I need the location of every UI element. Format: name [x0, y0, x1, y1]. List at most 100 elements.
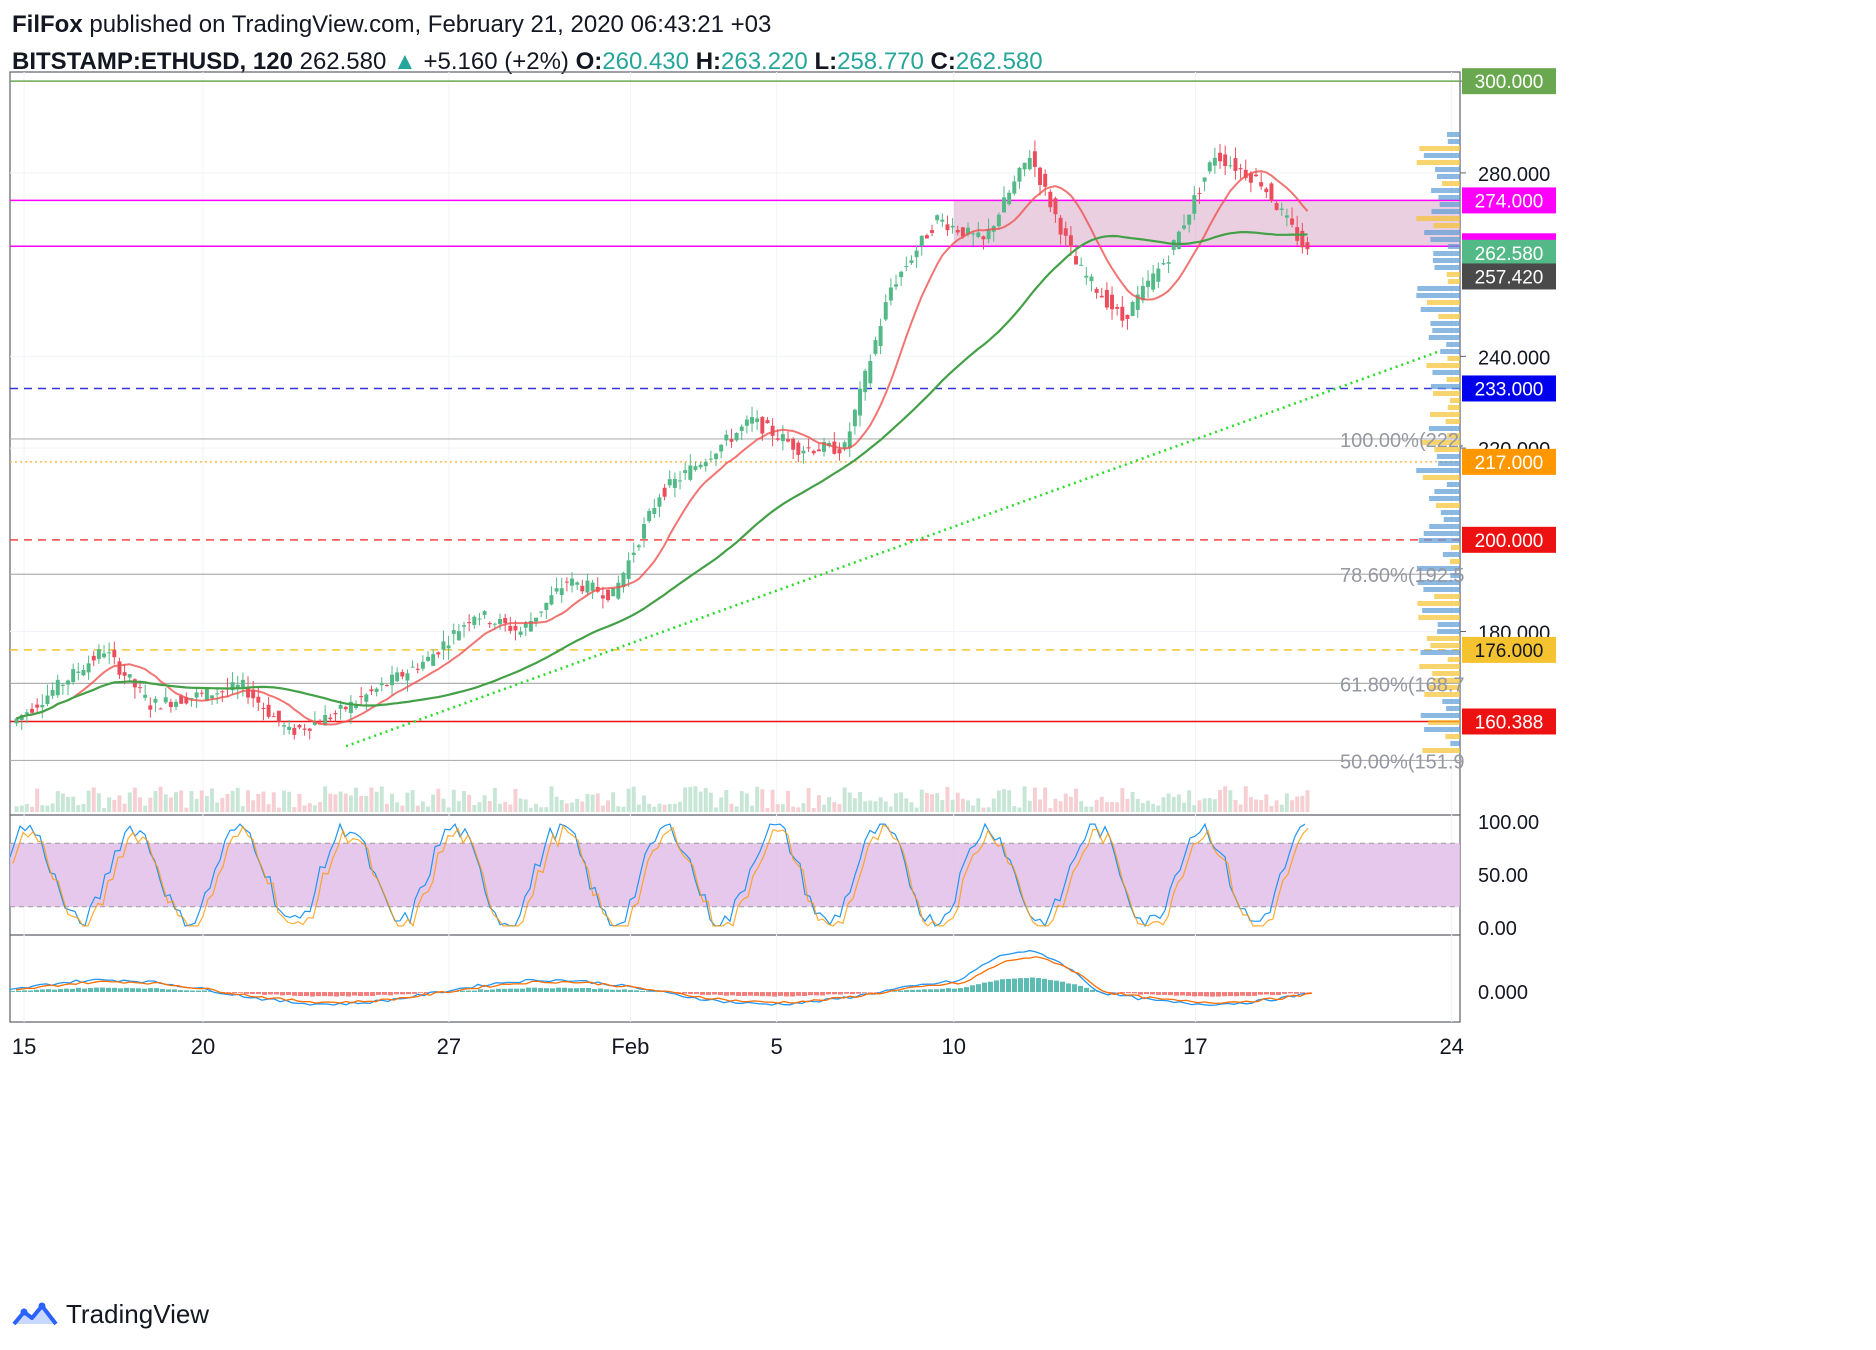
volume-bar: [1187, 790, 1192, 812]
chart-canvas[interactable]: 100.00%(222.78.60%(192.561.80%(168.750.0…: [0, 0, 1876, 1290]
candle-body: [1038, 167, 1043, 185]
volume-profile-bar: [1429, 524, 1460, 529]
volume-bar: [744, 793, 749, 812]
macd-histogram-bar: [748, 992, 753, 996]
time-tick-label: Feb: [611, 1034, 649, 1059]
macd-histogram-bar: [52, 989, 57, 992]
macd-histogram-bar: [646, 991, 651, 992]
candle-body: [1130, 301, 1135, 317]
low-label: L:: [814, 48, 838, 75]
candle-body: [1053, 198, 1058, 215]
volume-bar: [672, 803, 677, 812]
macd-histogram-bar: [700, 992, 705, 995]
volume-bar: [1212, 799, 1217, 812]
macd-histogram-bar: [94, 987, 99, 992]
macd-histogram-bar: [112, 987, 117, 992]
price-change: +5.160 (+2%): [423, 48, 569, 75]
volume-bar: [801, 803, 806, 812]
macd-histogram-bar: [556, 987, 561, 992]
volume-bar: [570, 802, 575, 812]
price-badge-bg: [1462, 68, 1556, 95]
macd-histogram-bar: [1108, 992, 1113, 994]
macd-histogram-bar: [820, 992, 825, 996]
macd-histogram-bar: [340, 992, 345, 996]
macd-histogram-bar: [526, 987, 531, 992]
macd-histogram-bar: [610, 989, 615, 992]
candle-body: [276, 710, 281, 723]
candle-body: [554, 588, 559, 592]
candle-body: [45, 695, 50, 705]
candle-body: [564, 581, 569, 583]
volume-bar: [811, 807, 816, 812]
volume-bar: [477, 802, 482, 812]
symbol-label[interactable]: BITSTAMP:ETHUSD, 120: [12, 48, 293, 75]
candle-body: [302, 728, 307, 730]
stochastic-pane: 100.00 50.00 0.00: [9, 812, 1539, 940]
price-badge-bg: [1462, 375, 1556, 402]
brand-name[interactable]: TradingView: [66, 1298, 210, 1329]
macd-line: [9, 949, 1307, 1007]
macd-histogram-bar: [1246, 992, 1251, 997]
volume-profile-bar: [1433, 223, 1460, 228]
candle-body: [667, 479, 672, 486]
macd-histogram-bar: [862, 992, 867, 993]
volume-bar: [631, 786, 636, 812]
volume-profile-bar: [1433, 251, 1460, 256]
candle-body: [868, 361, 873, 384]
volume-bar: [1043, 787, 1048, 812]
volume-bar: [1115, 802, 1120, 812]
volume-bar: [210, 788, 215, 812]
candle-body: [395, 672, 400, 682]
macd-histogram-bar: [268, 992, 273, 995]
volume-bar: [138, 797, 143, 812]
volume-bar: [1007, 790, 1012, 812]
volume-bar: [24, 803, 29, 812]
volume-bar: [420, 801, 425, 812]
author-name[interactable]: FilFox: [12, 11, 83, 38]
candle-body: [194, 692, 199, 698]
macd-histogram-bar: [1150, 992, 1155, 995]
macd-histogram-bar: [346, 992, 351, 997]
candle-body: [734, 433, 739, 441]
volume-bar: [755, 786, 760, 812]
macd-histogram-bar: [16, 990, 21, 992]
volume-bar: [960, 798, 965, 812]
stochastic-tick-label: 0.00: [1478, 918, 1517, 940]
tradingview-logo-icon[interactable]: [12, 1300, 58, 1328]
volume-bar: [606, 800, 611, 812]
candle-body: [410, 666, 415, 668]
candle-body: [1120, 306, 1125, 321]
macd-histogram-bar: [766, 992, 771, 997]
volume-profile-bar: [1428, 335, 1460, 340]
volume-bar: [1192, 805, 1197, 812]
volume-bar: [693, 786, 698, 812]
volume-bar: [883, 801, 888, 812]
volume-profile-bar: [1417, 601, 1460, 606]
volume-bar: [374, 791, 379, 812]
macd-histogram-bar: [784, 992, 789, 997]
candle-body: [287, 726, 292, 731]
candle-body: [698, 464, 703, 468]
candle-body: [1146, 280, 1151, 287]
volume-bar: [148, 797, 153, 812]
macd-histogram-bar: [502, 988, 507, 992]
candle-body: [390, 674, 395, 686]
macd-histogram-bar: [1036, 978, 1041, 992]
volume-bar: [112, 799, 117, 812]
time-tick-label: 24: [1439, 1034, 1463, 1059]
macd-histogram-bar: [898, 990, 903, 992]
macd-histogram-bar: [988, 981, 993, 992]
price-badge: 257.420: [1462, 263, 1556, 290]
candle-body: [714, 453, 719, 460]
candle-body: [256, 696, 261, 703]
volume-bar: [966, 800, 971, 812]
volume-profile-bar: [1440, 349, 1460, 354]
volume-profile-bar: [1421, 440, 1460, 445]
volume-bar: [256, 793, 261, 812]
volume-bar: [143, 805, 148, 812]
volume-profile-bar: [1432, 678, 1460, 683]
volume-bar: [734, 806, 739, 812]
volume-bar: [786, 790, 791, 812]
candle-body: [60, 684, 65, 686]
candle-body: [204, 688, 209, 701]
